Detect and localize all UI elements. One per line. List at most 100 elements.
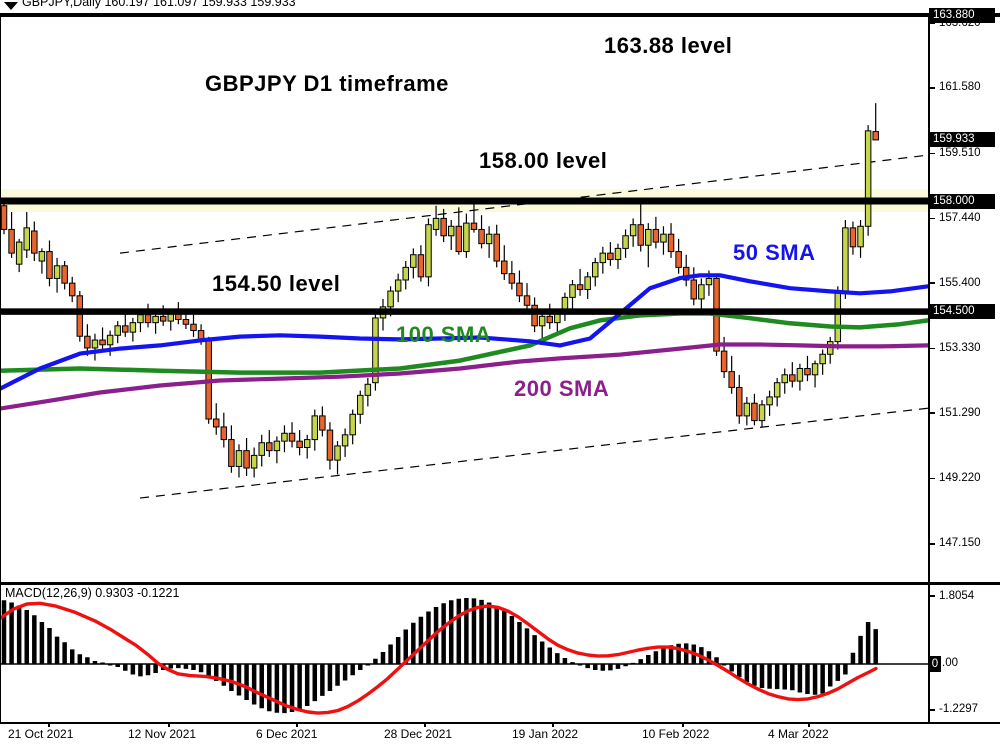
candle-bull (114, 325, 121, 336)
candle-bear (455, 225, 463, 253)
candle-bull (766, 396, 773, 406)
macd-bar (555, 653, 560, 664)
candle-bear (122, 325, 129, 333)
candle-bull (834, 292, 842, 343)
panel-separator[interactable] (0, 582, 1000, 585)
candle-bull (485, 233, 493, 245)
candle-bear (804, 367, 811, 376)
sma-50-line (0, 273, 931, 391)
macd-bar (335, 664, 340, 686)
candle-bull (842, 227, 849, 294)
candle-bull (614, 247, 622, 260)
macd-bar (592, 664, 598, 670)
candle-bull (387, 290, 394, 308)
time-tick-mark (808, 722, 810, 727)
macd-bar (191, 664, 196, 670)
macd-signal-line (0, 601, 878, 715)
macd-bar (251, 664, 257, 705)
candle-bull (758, 404, 766, 422)
macd-bar (342, 664, 348, 681)
macd-bar (729, 664, 734, 672)
candle-bull (811, 363, 819, 376)
macd-bar (39, 622, 45, 664)
candle-bear (493, 233, 500, 262)
candle-bear (228, 439, 235, 467)
macd-bar (221, 664, 227, 686)
macd-tick-dash-top (928, 595, 935, 597)
candle-bear (849, 227, 857, 248)
candle-bear (0, 205, 8, 230)
candle-bear (508, 273, 516, 284)
candle-bull (341, 434, 349, 447)
candle-bear (84, 335, 91, 349)
macd-bar (54, 636, 60, 664)
candle-bear (159, 315, 167, 322)
macd-bar (77, 654, 83, 664)
candle-bull (250, 454, 258, 469)
macd-bar (502, 610, 507, 664)
candle-bull (394, 279, 402, 292)
candle-bull (538, 315, 546, 327)
symbol-dropdown-icon[interactable] (4, 2, 18, 10)
candle-bull (334, 445, 341, 461)
macd-bar (411, 622, 416, 664)
macd-bar (92, 661, 98, 664)
macd-bar (517, 622, 522, 664)
candle-bear (607, 252, 614, 260)
macd-bar (236, 664, 242, 696)
price-tick-mark (928, 217, 935, 220)
macd-bar (805, 664, 810, 694)
macd-bar (835, 664, 841, 681)
macd-bar (562, 658, 568, 664)
sma-100-line (0, 311, 931, 375)
price-badge: 154.500 (929, 304, 995, 320)
macd-bar (737, 664, 742, 678)
macd-bar (683, 643, 689, 664)
candle-bull (743, 402, 751, 417)
macd-bar (653, 651, 659, 664)
macd-bar (297, 664, 302, 710)
candle-bull (773, 382, 781, 398)
candle-bull (569, 284, 576, 298)
candle-bull (349, 413, 356, 436)
chart-annotation: 163.88 level (604, 33, 733, 58)
candle-bear (296, 440, 303, 448)
price-tick-mark (928, 347, 935, 350)
macd-zero-label: .00 (942, 657, 958, 669)
macd-bar (62, 642, 67, 664)
macd-bar (812, 664, 818, 695)
candle-bear (266, 442, 273, 452)
candle-bear (417, 254, 425, 278)
macd-bar (183, 664, 189, 669)
candle-bear (190, 323, 197, 332)
price-axis-line (928, 15, 930, 722)
macd-bar (47, 628, 52, 664)
candle-bear (682, 266, 690, 281)
macd-bar (721, 664, 727, 666)
macd-bar (827, 664, 833, 687)
macd-bar (706, 651, 712, 664)
candle-bull (857, 225, 864, 248)
candle-bear (531, 304, 538, 327)
candle-bear (76, 295, 84, 337)
macd-bar (24, 610, 29, 664)
candle-bull (303, 439, 311, 448)
candle-bull (781, 374, 788, 384)
macd-bar (570, 662, 575, 664)
trendline-1 (139, 407, 931, 499)
macd-bar (373, 658, 378, 664)
candle-bull (584, 276, 591, 290)
macd-bar (767, 664, 772, 689)
macd-bar (244, 664, 249, 700)
macd-bar (774, 664, 780, 690)
candle-bull (432, 217, 440, 230)
macd-bar (213, 664, 219, 681)
macd-bar (577, 664, 583, 666)
candle-bull (599, 252, 607, 264)
candle-bull (152, 315, 159, 324)
candle-bear (501, 260, 508, 275)
macd-zero-badge: 0 (929, 656, 941, 672)
chart-left-border (0, 17, 1, 722)
